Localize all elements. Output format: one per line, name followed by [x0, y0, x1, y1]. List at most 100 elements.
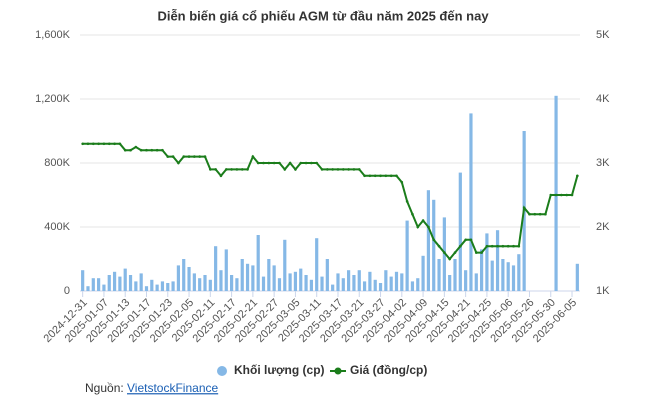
- y2-tick-label: 4K: [596, 93, 610, 105]
- bar: [474, 273, 478, 291]
- line-marker: [187, 155, 191, 158]
- line-marker: [405, 200, 409, 203]
- bar: [128, 275, 133, 291]
- bar: [203, 275, 207, 291]
- bar: [400, 273, 404, 291]
- bar: [352, 275, 356, 291]
- bar: [362, 281, 367, 291]
- y2-tick-label: 5K: [596, 29, 610, 41]
- bar: [283, 239, 287, 291]
- line-marker: [368, 174, 372, 178]
- line-marker: [347, 168, 350, 171]
- legend-marker: [217, 366, 227, 376]
- line-marker: [193, 155, 196, 158]
- line-marker: [395, 174, 398, 178]
- bar: [240, 259, 244, 291]
- bar: [86, 286, 90, 291]
- bar: [198, 278, 202, 291]
- bar: [575, 263, 579, 291]
- bar: [341, 278, 345, 291]
- line-marker: [150, 148, 154, 152]
- line-marker: [496, 244, 499, 248]
- line-marker: [453, 251, 457, 254]
- bar: [166, 283, 170, 291]
- line-marker: [118, 142, 122, 146]
- bar: [421, 255, 425, 291]
- line-marker: [437, 244, 441, 248]
- line-marker: [432, 238, 436, 242]
- line-marker: [331, 168, 334, 171]
- bar: [368, 271, 372, 291]
- bar: [155, 284, 159, 291]
- bar: [495, 230, 500, 291]
- bar: [426, 190, 431, 291]
- line-marker: [469, 238, 473, 242]
- line-marker: [315, 161, 319, 165]
- line-marker: [570, 193, 574, 197]
- line-marker: [139, 148, 143, 152]
- bar: [81, 270, 85, 291]
- line-marker: [389, 174, 393, 178]
- source-link[interactable]: VietstockFinance: [127, 381, 218, 395]
- line-marker: [166, 155, 170, 158]
- bar: [389, 276, 393, 291]
- line-marker: [554, 193, 558, 197]
- line-marker: [107, 142, 111, 146]
- bar: [448, 275, 452, 291]
- bar: [485, 233, 489, 291]
- line-marker: [304, 161, 308, 165]
- bar: [235, 278, 239, 291]
- bar: [134, 281, 138, 291]
- line-marker: [427, 225, 430, 229]
- bar: [224, 249, 228, 291]
- bar: [102, 284, 106, 291]
- y-tick-label: 1,200K: [35, 93, 71, 105]
- line-marker: [506, 244, 510, 248]
- line-marker: [97, 142, 100, 146]
- bar: [405, 220, 409, 291]
- price-line: [82, 142, 579, 261]
- bar: [187, 267, 191, 291]
- bar: [144, 286, 149, 291]
- line-marker: [326, 168, 329, 171]
- bar: [182, 259, 186, 291]
- bar: [208, 279, 212, 291]
- bar: [176, 265, 181, 291]
- y-tick-label: 800K: [44, 157, 70, 169]
- bar: [373, 279, 377, 291]
- line-marker: [288, 161, 292, 165]
- line-marker: [517, 244, 521, 248]
- line-marker: [134, 145, 138, 149]
- line-marker: [443, 251, 446, 254]
- bar: [336, 273, 340, 291]
- legend-marker: [334, 367, 342, 375]
- line-marker: [198, 155, 201, 158]
- bar: [479, 249, 484, 291]
- legend-label: Khối lượng (cp): [234, 363, 325, 377]
- line-marker: [357, 168, 361, 171]
- bar: [91, 278, 95, 291]
- bar: [320, 276, 324, 291]
- line-marker: [161, 148, 164, 152]
- line-marker: [262, 161, 265, 165]
- bar: [501, 259, 505, 291]
- line-marker: [373, 174, 377, 178]
- bar: [245, 263, 250, 291]
- line-marker: [363, 174, 366, 178]
- bar: [432, 199, 436, 291]
- bar: [384, 270, 388, 291]
- bar: [304, 275, 308, 291]
- line-marker: [123, 148, 127, 152]
- line-marker: [81, 142, 84, 146]
- line-marker: [224, 168, 228, 171]
- chart-title: Diễn biến giá cổ phiếu AGM từ đầu năm 20…: [157, 8, 489, 23]
- bar: [160, 281, 165, 291]
- line-marker: [474, 251, 478, 254]
- line-marker: [538, 212, 542, 216]
- line-marker: [102, 142, 106, 146]
- line-marker: [203, 155, 207, 158]
- line-marker: [182, 155, 186, 158]
- line-marker: [294, 168, 297, 171]
- bar: [288, 273, 292, 291]
